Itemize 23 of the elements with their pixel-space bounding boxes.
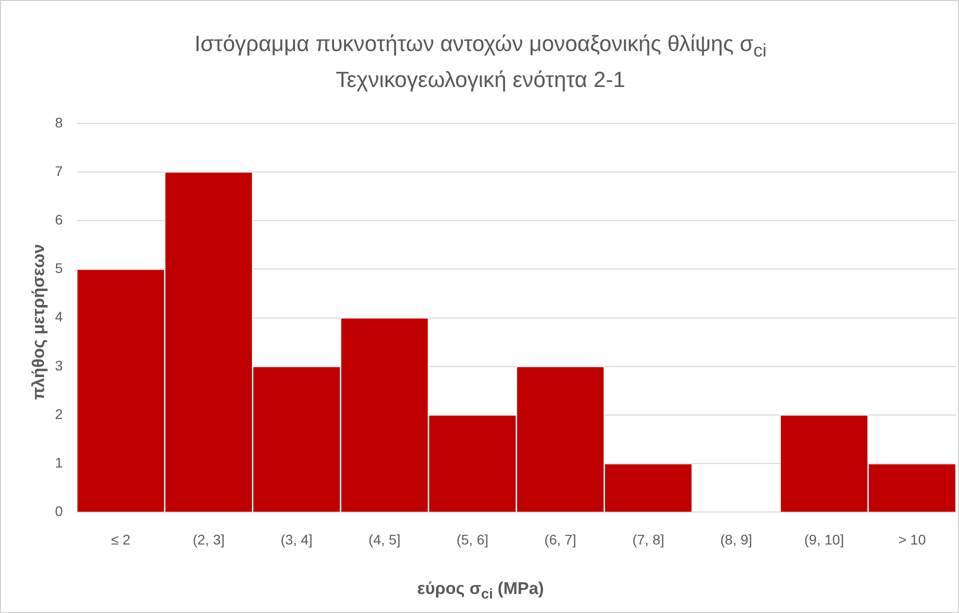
y-tick-label: 1 bbox=[54, 454, 63, 470]
x-tick-label: (9, 10] bbox=[804, 531, 844, 548]
x-tick-label: (6, 7] bbox=[544, 531, 576, 548]
x-tick-label: (7, 8] bbox=[632, 531, 664, 548]
x-axis-title: εύρος σ$_{ci}$ (MPa) bbox=[416, 579, 545, 602]
y-tick-label: 7 bbox=[54, 162, 63, 179]
x-tick-label: (2, 3] bbox=[192, 531, 225, 548]
y-tick-label: 5 bbox=[54, 260, 63, 276]
y-tick-label: 8 bbox=[54, 114, 63, 130]
y-tick-label: 4 bbox=[54, 308, 63, 325]
x-tick-label: (3, 4] bbox=[280, 531, 313, 548]
chart-title: Ιστόγραμμα πυκνοτήτων αντοχών μονοαξονικής θλίψης σ$_{ci}$ bbox=[193, 31, 768, 62]
y-tick-label: 3 bbox=[54, 357, 63, 374]
x-tick-label: (8, 9] bbox=[720, 531, 752, 548]
x-tick-label: ≤ 2 bbox=[111, 531, 131, 548]
x-tick-label: (4, 5] bbox=[368, 531, 400, 548]
y-axis-title: πλήθος μετρήσεων bbox=[29, 244, 49, 400]
y-tick-label: 2 bbox=[54, 406, 63, 422]
y-tick-label: 0 bbox=[54, 503, 63, 520]
y-tick-label: 6 bbox=[54, 211, 63, 228]
chart-subtitle: Τεχνικογεωλογική ενότητα 2-1 bbox=[334, 67, 626, 93]
x-tick-label: > 10 bbox=[898, 531, 926, 548]
x-tick-label: (5, 6] bbox=[456, 531, 488, 548]
